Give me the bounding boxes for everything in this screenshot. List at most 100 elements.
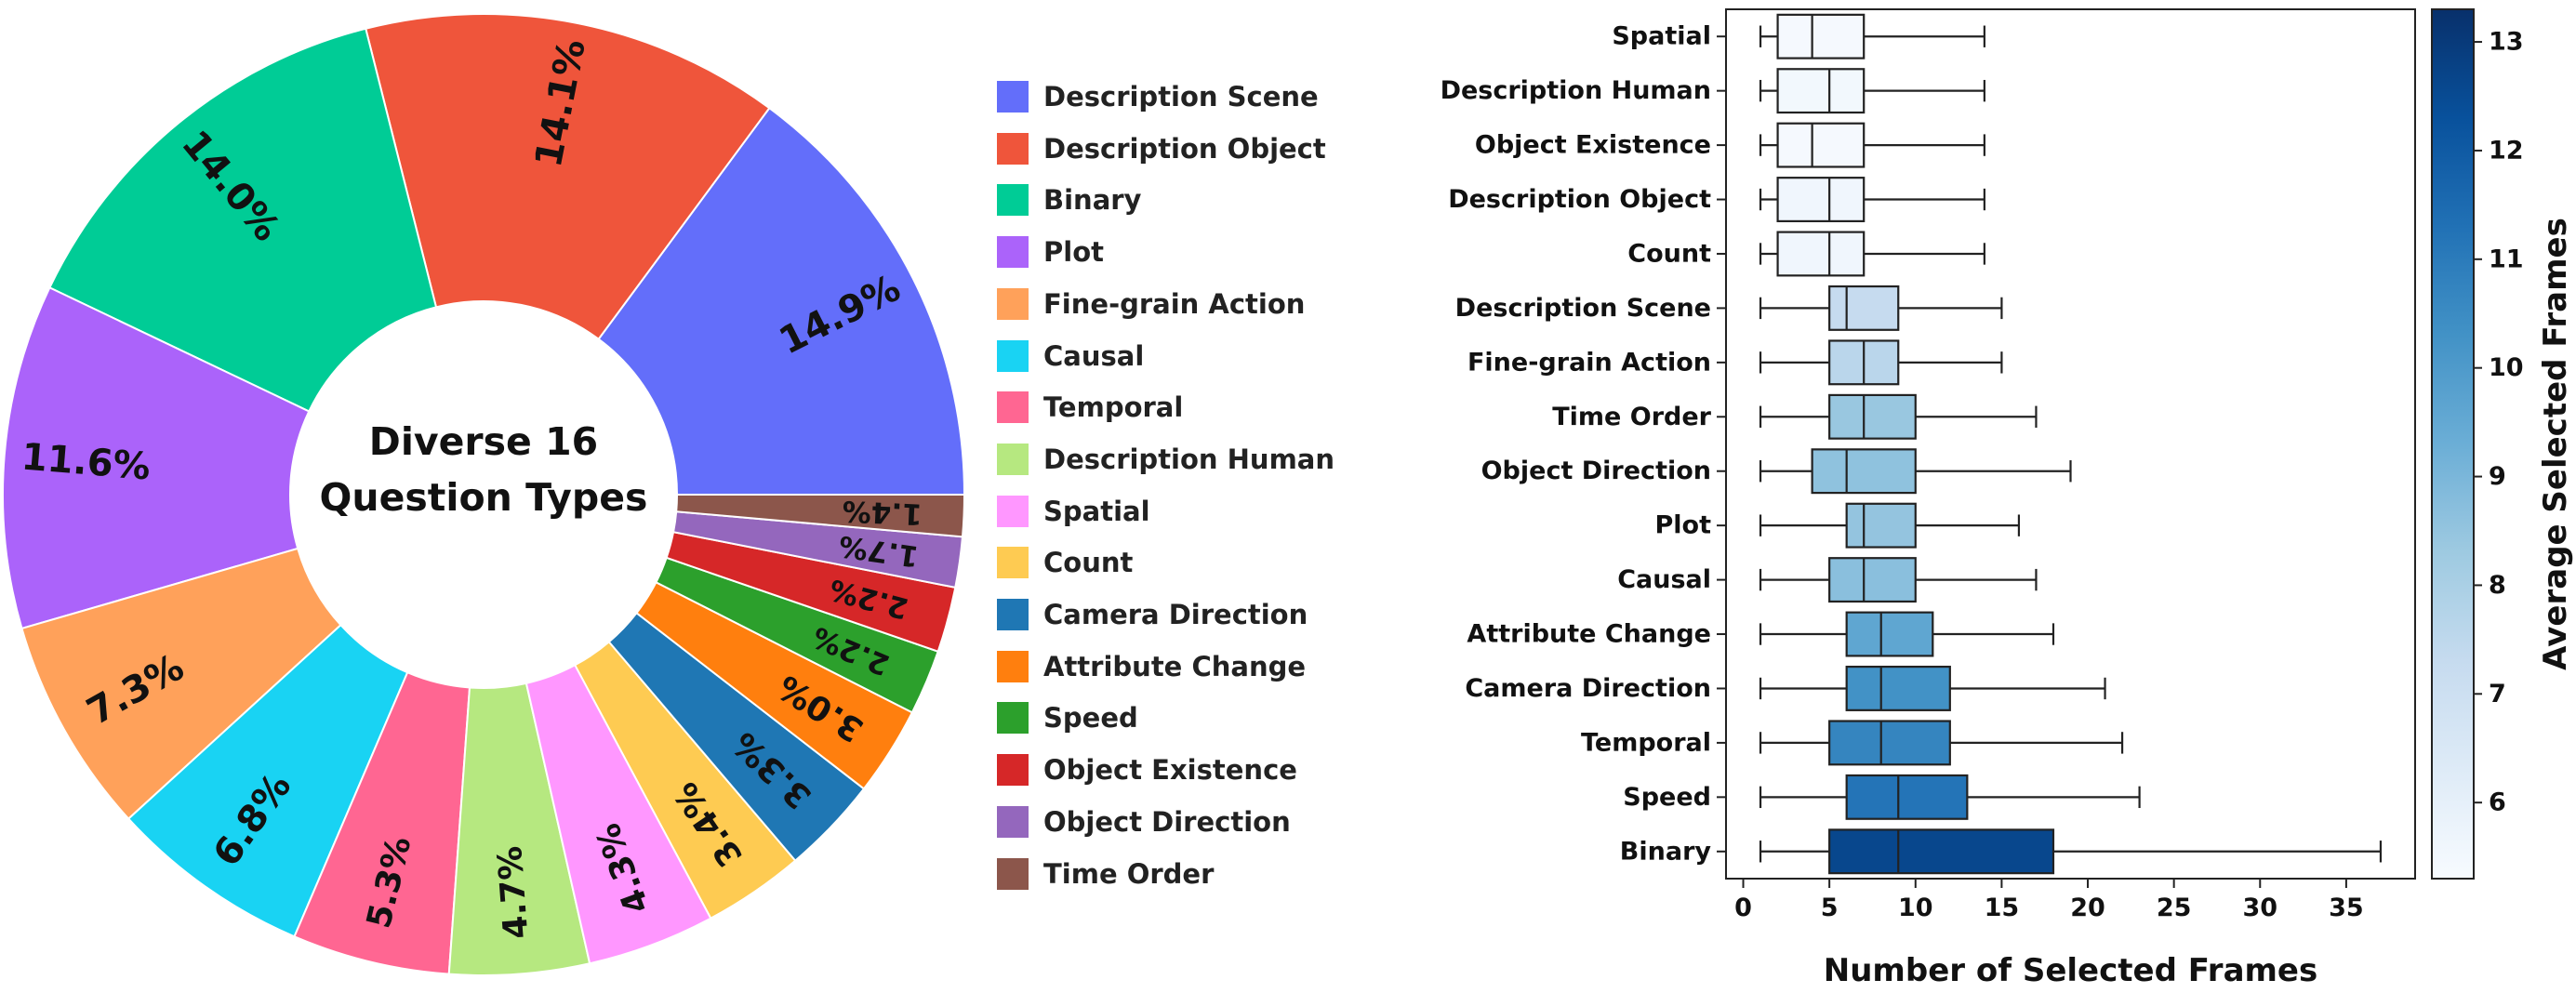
colorbar-tick-label: 12 — [2489, 136, 2524, 165]
box-description-scene — [1759, 285, 2003, 331]
y-tick-label-temporal: Temporal — [1581, 728, 1711, 757]
pie-slice-time-order — [675, 494, 966, 538]
box-iqr — [1828, 828, 2055, 875]
legend-label: Description Scene — [1043, 81, 1319, 113]
box-iqr — [1776, 177, 1866, 223]
box-spatial — [1759, 13, 1985, 60]
legend-item-speed: Speed — [997, 699, 1138, 736]
colorbar-title: Average Selected Frames — [2537, 218, 2574, 670]
y-tick-label-spatial: Spatial — [1612, 22, 1711, 51]
y-tick-label-binary: Binary — [1620, 837, 1712, 866]
legend-swatch — [997, 495, 1029, 527]
y-tick-label-speed: Speed — [1623, 783, 1711, 812]
box-causal — [1759, 557, 2038, 603]
x-tick-label: 35 — [2329, 894, 2364, 922]
box-binary — [1759, 828, 2383, 875]
legend-item-object-direction: Object Direction — [997, 803, 1291, 841]
legend-item-description-scene: Description Scene — [997, 78, 1319, 115]
x-axis-title: Number of Selected Frames — [1824, 952, 2317, 989]
pie-slice-binary — [48, 27, 438, 413]
legend-item-temporal: Temporal — [997, 389, 1183, 426]
legend-label: Time Order — [1043, 857, 1215, 890]
legend-label: Fine-grain Action — [1043, 287, 1306, 320]
box-iqr — [1828, 285, 1900, 331]
colorbar-tick-label: 8 — [2489, 571, 2506, 600]
pie-center-title-line-2: Question Types — [319, 475, 648, 520]
box-iqr — [1776, 231, 1866, 277]
legend-label: Causal — [1043, 339, 1145, 372]
x-tick-label: 0 — [1734, 894, 1752, 922]
legend-swatch — [997, 599, 1029, 630]
box-iqr — [1776, 122, 1866, 168]
pie-slice-description-object — [365, 13, 771, 341]
y-tick-label-camera-direction: Camera Direction — [1465, 674, 1711, 703]
legend-swatch — [997, 339, 1029, 372]
legend-item-attribute-change: Attribute Change — [997, 648, 1306, 685]
x-tick-label: 10 — [1898, 894, 1933, 922]
box-iqr — [1828, 720, 1951, 766]
colorbar-tick-label: 7 — [2489, 680, 2506, 708]
box-iqr — [1845, 502, 1917, 549]
pie-center-title-line-1: Diverse 16 — [368, 419, 599, 464]
y-tick-label-causal: Causal — [1617, 565, 1711, 594]
legend-item-binary: Binary — [997, 181, 1141, 218]
x-tick-label: 20 — [2070, 894, 2105, 922]
legend-label: Plot — [1043, 236, 1104, 269]
colorbar-tick-label: 10 — [2489, 353, 2524, 382]
y-tick-label-attribute-change: Attribute Change — [1467, 620, 1711, 649]
legend-label: Object Existence — [1043, 754, 1297, 787]
x-tick-label: 15 — [1985, 894, 2020, 922]
legend-swatch — [997, 391, 1029, 424]
x-tick-label: 25 — [2157, 894, 2192, 922]
y-tick-label-description-object: Description Object — [1448, 185, 1711, 214]
colorbar — [2431, 8, 2475, 880]
pie-label-time-order: 1.4% — [842, 494, 923, 531]
legend-swatch — [997, 547, 1029, 579]
legend-label: Object Direction — [1043, 805, 1291, 838]
box-object-existence — [1759, 122, 1985, 168]
colorbar-tick-label: 9 — [2489, 462, 2506, 491]
legend-label: Speed — [1043, 702, 1138, 735]
box-iqr — [1776, 13, 1866, 60]
legend-swatch — [997, 184, 1029, 217]
legend-swatch — [997, 236, 1029, 269]
legend-swatch — [997, 754, 1029, 787]
y-tick-label-fine-grain-action: Fine-grain Action — [1467, 348, 1711, 377]
legend-label: Attribute Change — [1043, 650, 1307, 682]
legend-swatch — [997, 443, 1029, 475]
legend-item-fine-grain-action: Fine-grain Action — [997, 285, 1305, 323]
pie-slice-plot — [2, 286, 311, 630]
box-temporal — [1759, 720, 2124, 766]
x-tick-label: 30 — [2242, 894, 2277, 922]
legend-item-causal: Causal — [997, 338, 1144, 375]
legend-item-description-object: Description Object — [997, 130, 1326, 167]
y-tick-label-plot: Plot — [1655, 511, 1712, 540]
pie-slice-fine-grain-action — [20, 547, 342, 820]
box-plot — [1759, 502, 2021, 549]
legend-item-time-order: Time Order — [997, 855, 1214, 893]
colorbar-tick-label: 11 — [2489, 245, 2524, 273]
box-time-order — [1759, 393, 2038, 440]
box-camera-direction — [1759, 665, 2106, 711]
y-tick-label-time-order: Time Order — [1552, 403, 1711, 431]
box-count — [1759, 231, 1985, 277]
legend-swatch — [997, 81, 1029, 113]
box-plot-frame — [1725, 8, 2416, 880]
box-iqr — [1828, 393, 1917, 440]
legend-label: Count — [1043, 547, 1134, 579]
legend-swatch — [997, 287, 1029, 320]
legend-item-description-human: Description Human — [997, 441, 1334, 478]
legend-label: Temporal — [1043, 391, 1184, 424]
x-tick-label: 5 — [1821, 894, 1839, 922]
y-tick-label-description-human: Description Human — [1441, 76, 1711, 105]
legend-swatch — [997, 805, 1029, 838]
legend-swatch — [997, 650, 1029, 682]
pie-chart: 14.9%14.1%14.0%11.6%7.3%6.8%5.3% 4.7% 4.3%… — [2, 13, 966, 976]
box-iqr — [1845, 611, 1934, 657]
pie-slice-description-scene — [597, 106, 966, 496]
box-iqr — [1828, 557, 1917, 603]
legend-label: Spatial — [1043, 495, 1150, 527]
y-tick-label-object-direction: Object Direction — [1481, 457, 1711, 485]
box-iqr — [1811, 448, 1917, 495]
legend-label: Description Human — [1043, 443, 1335, 475]
